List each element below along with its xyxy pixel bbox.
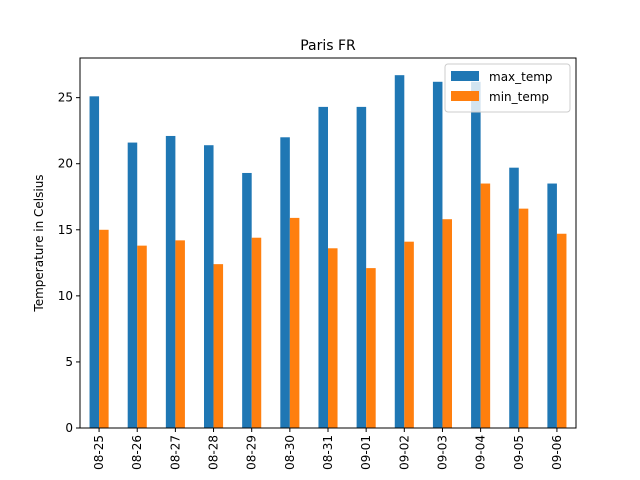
x-tick-label: 09-05 [512, 435, 526, 470]
bar-min_temp-09-04 [480, 183, 491, 428]
chart-title: Paris FR [300, 38, 356, 54]
x-tick-label: 09-06 [550, 435, 564, 470]
bar-max_temp-08-26 [127, 142, 138, 429]
x-tick-label: 08-29 [245, 435, 259, 470]
legend-label-min_temp: min_temp [489, 90, 549, 104]
x-tick-label: 09-02 [397, 435, 411, 470]
y-axis-ticks: 0 5 10 15 20 25 [58, 91, 80, 435]
bar-max_temp-08-28 [204, 145, 214, 428]
bar-min_temp-09-02 [404, 241, 414, 428]
bar-max_temp-08-29 [242, 172, 252, 428]
bar-min_temp-08-30 [289, 217, 300, 428]
y-tick-label: 25 [58, 91, 73, 105]
y-axis-label: Temperature in Celsius [32, 174, 46, 312]
bar-max_temp-09-03 [432, 81, 443, 429]
bar-min_temp-08-25 [99, 229, 109, 428]
bar-min_temp-08-29 [251, 237, 262, 428]
bar-min_temp-08-28 [213, 264, 224, 428]
x-tick-label: 09-04 [474, 435, 488, 470]
y-tick-label: 20 [58, 157, 73, 171]
legend-swatch-max_temp [451, 71, 479, 81]
x-tick-label: 09-03 [435, 435, 449, 470]
x-tick-label: 09-01 [359, 435, 373, 470]
legend: max_temp min_temp [444, 63, 571, 113]
bar-min_temp-08-27 [175, 240, 185, 428]
bar-max_temp-08-30 [280, 137, 290, 429]
bar-max_temp-09-05 [509, 167, 519, 428]
x-tick-label: 08-30 [283, 435, 297, 470]
bar-min_temp-08-31 [328, 248, 338, 428]
legend-swatch-min_temp [451, 91, 479, 101]
x-tick-label: 08-28 [207, 435, 221, 470]
plot-frame [79, 57, 577, 429]
bar-max_temp-09-04 [471, 81, 481, 429]
bar-max_temp-09-06 [547, 183, 557, 428]
bar-max_temp-09-02 [394, 75, 405, 428]
y-tick-label: 5 [65, 355, 73, 369]
bar-max_temp-09-01 [356, 106, 367, 429]
bar-min_temp-09-01 [366, 268, 376, 428]
bar-min_temp-09-05 [518, 208, 529, 428]
y-tick-label: 15 [58, 223, 73, 237]
x-tick-label: 08-26 [130, 435, 144, 470]
bar-min_temp-09-06 [556, 233, 567, 428]
bar-min_temp-08-26 [137, 245, 147, 428]
x-tick-label: 08-25 [92, 435, 106, 470]
y-tick-label: 10 [58, 289, 73, 303]
y-tick-label: 0 [65, 421, 73, 435]
bar-max_temp-08-27 [165, 135, 176, 428]
bar-min_temp-09-03 [442, 219, 452, 428]
bar-max_temp-08-31 [318, 106, 328, 429]
bars-group [89, 75, 567, 429]
x-tick-label: 08-31 [321, 435, 335, 470]
x-axis-ticks: 08-25 08-26 08-27 08-28 08-29 08-30 08-31 09-01… [92, 428, 564, 470]
legend-label-max_temp: max_temp [489, 70, 553, 84]
bar-max_temp-08-25 [89, 96, 100, 429]
x-tick-label: 08-27 [168, 435, 182, 470]
